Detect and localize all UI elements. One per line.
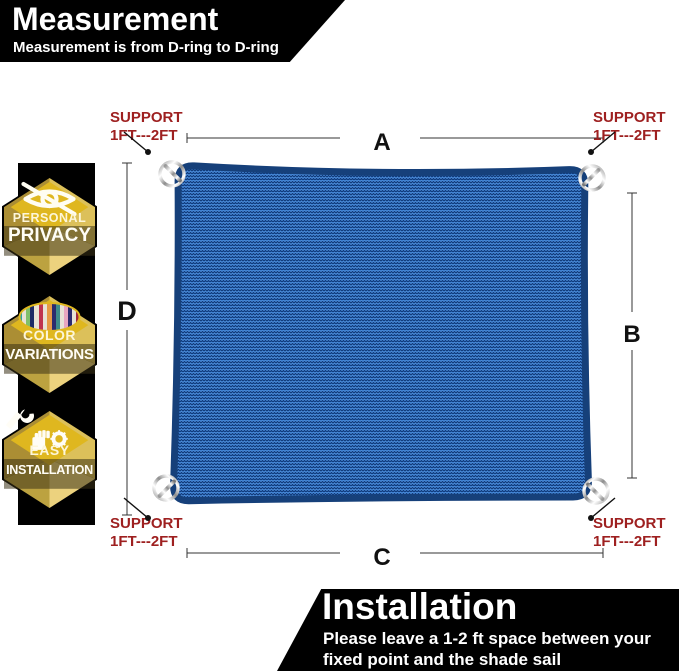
- svg-text:D: D: [117, 296, 137, 326]
- svg-text:1FT---2FT: 1FT---2FT: [110, 127, 178, 144]
- svg-text:SUPPORT: SUPPORT: [593, 109, 666, 126]
- svg-text:B: B: [623, 321, 640, 348]
- svg-text:SUPPORT: SUPPORT: [110, 109, 183, 126]
- svg-text:1FT---2FT: 1FT---2FT: [593, 533, 661, 550]
- svg-text:1FT---2FT: 1FT---2FT: [110, 533, 178, 550]
- svg-text:C: C: [373, 544, 390, 571]
- svg-text:A: A: [373, 129, 390, 156]
- svg-text:SUPPORT: SUPPORT: [593, 515, 666, 532]
